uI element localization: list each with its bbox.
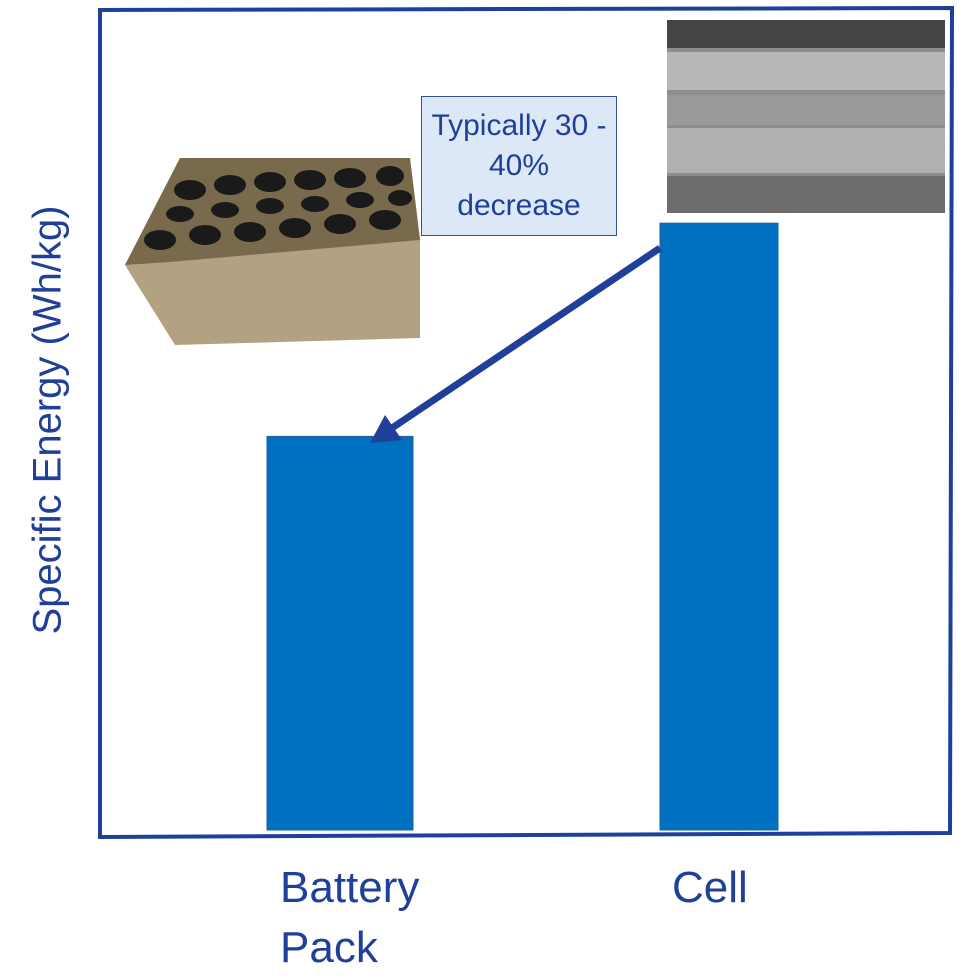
x-tick-label: Cell xyxy=(672,858,872,918)
battery-pack-picture xyxy=(125,158,420,345)
bar xyxy=(660,223,778,830)
sem-picture xyxy=(667,20,945,213)
y-axis-label: Specific Energy (Wh/kg) xyxy=(26,205,71,634)
x-tick-label: Battery Pack xyxy=(280,858,480,978)
arrow xyxy=(392,248,660,428)
arrow-head xyxy=(370,415,402,443)
bar xyxy=(267,436,413,830)
page: Specific Energy (Wh/kg) Typically 30 - 4… xyxy=(0,0,974,980)
annotation: Typically 30 - 40% decrease xyxy=(421,96,617,236)
